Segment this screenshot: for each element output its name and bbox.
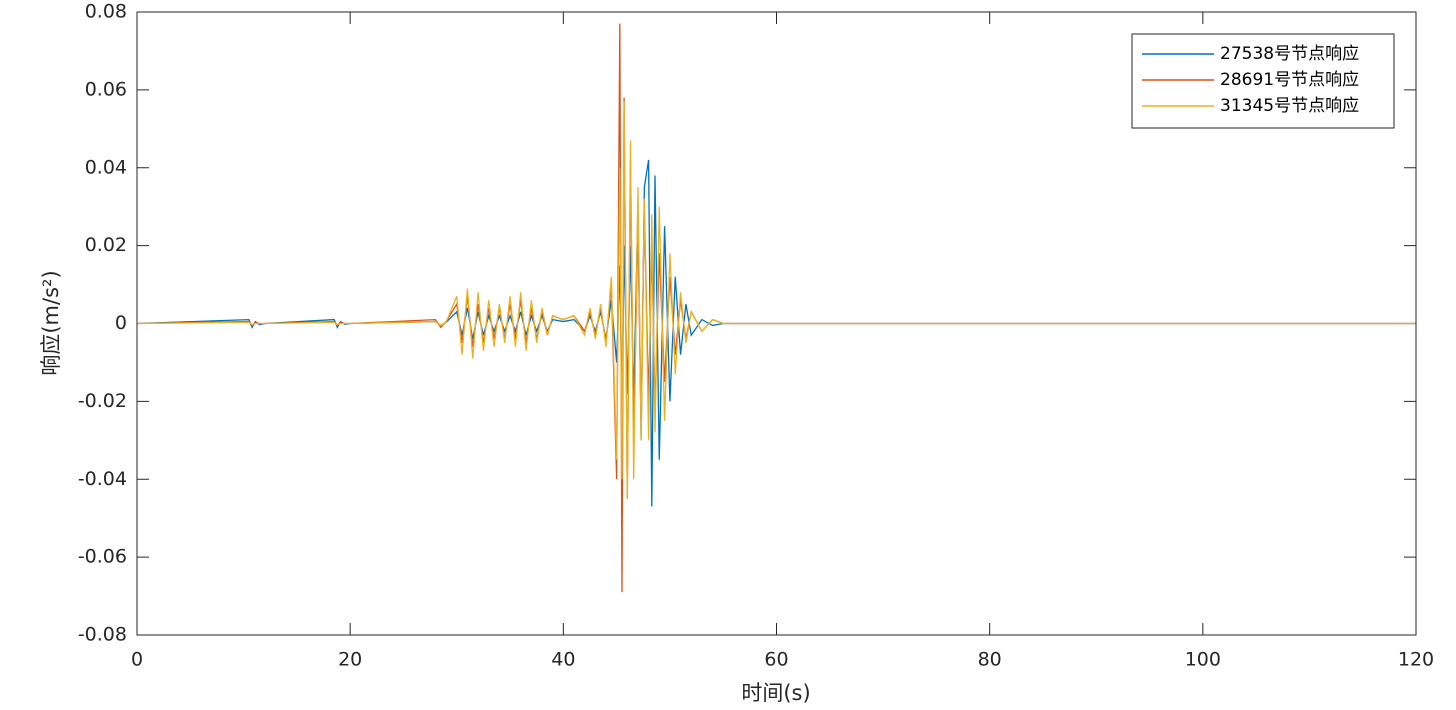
series-line [136,101,1416,499]
y-axis-title: 响应(m/s²) [39,270,63,375]
y-tick-label: 0.06 [85,78,127,100]
x-tick-label: 60 [764,649,788,671]
y-tick-label: 0.04 [85,156,127,178]
plot-frame [136,11,1417,636]
y-tick-label: 0.02 [85,234,127,256]
y-tick-label: -0.02 [78,390,127,412]
x-tick-label: 80 [978,649,1002,671]
x-tick-label: 0 [131,649,143,671]
x-tick-label: 20 [338,649,362,671]
y-tick-label: -0.08 [78,624,127,646]
y-tick-label: -0.06 [78,546,127,568]
legend-label: 27538号节点响应 [1220,44,1359,64]
x-tick-label: 40 [551,649,575,671]
legend-label: 31345号节点响应 [1220,96,1359,116]
x-tick-label: 100 [1185,649,1221,671]
legend-label: 28691号节点响应 [1220,70,1359,90]
y-tick-label: 0 [115,312,127,334]
y-tick-label: 0.08 [85,1,127,23]
x-tick-label: 120 [1398,649,1434,671]
y-tick-label: -0.04 [78,468,127,490]
x-axis-title: 时间(s) [741,681,810,705]
legend-box [1131,33,1395,129]
